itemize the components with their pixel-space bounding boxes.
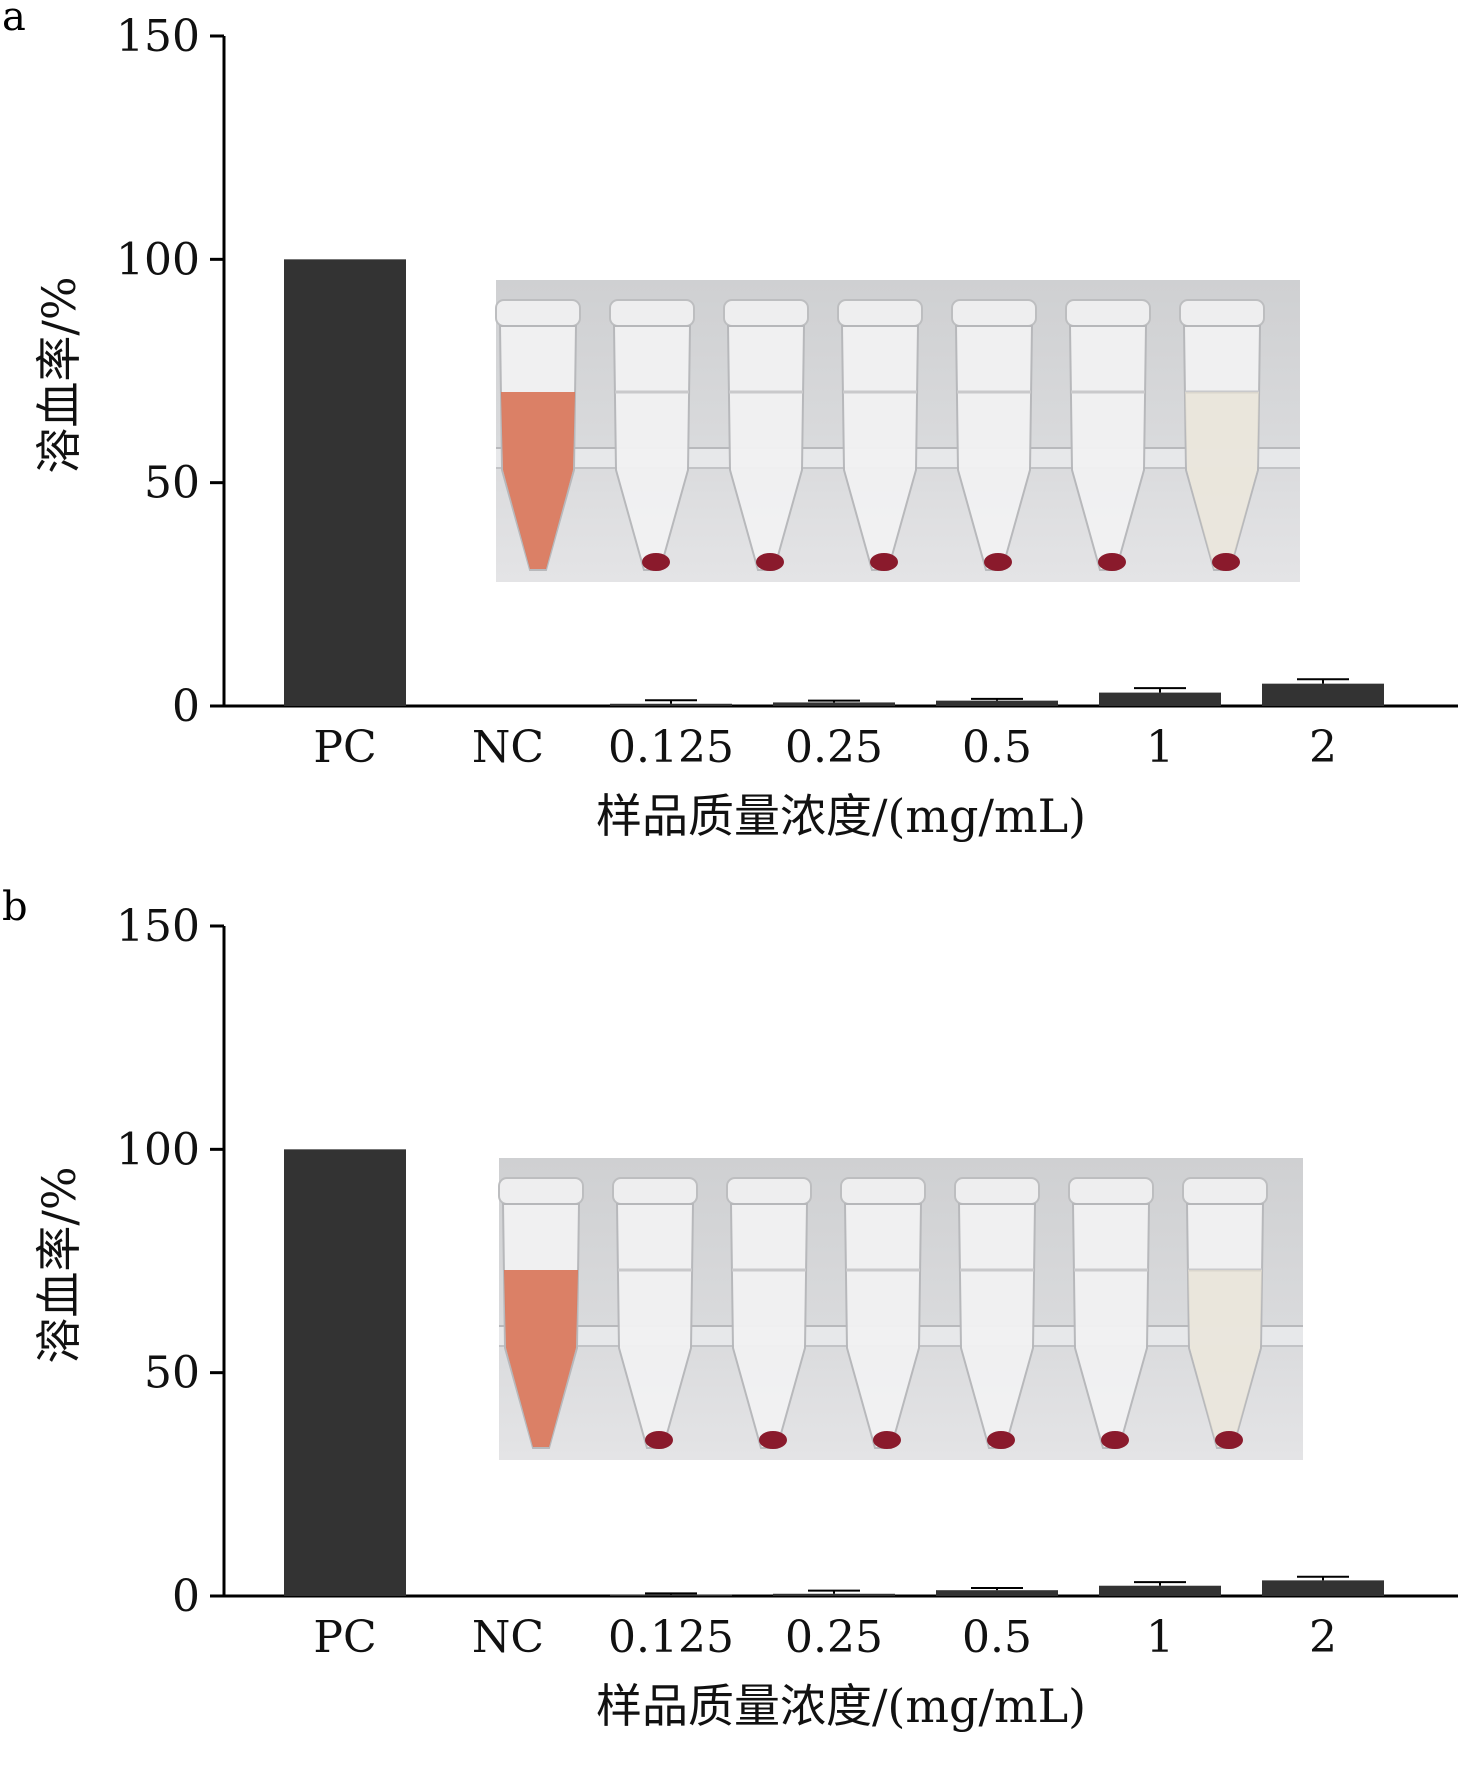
- bar-0.25: [773, 1593, 895, 1596]
- x-tick-label: 1: [1146, 722, 1174, 773]
- tube: [954, 1177, 1040, 1449]
- tube: [612, 1177, 698, 1449]
- error-bar-0.125: [645, 1592, 697, 1595]
- y-tick-label: 100: [116, 234, 200, 285]
- tube: [723, 299, 809, 571]
- x-tick-label: PC: [313, 1612, 376, 1663]
- tube: [498, 1177, 584, 1449]
- x-axis-title: 样品质量浓度/(mg/mL): [596, 789, 1086, 843]
- y-tick-label: 150: [116, 11, 200, 62]
- x-tick-label: 2: [1309, 722, 1337, 773]
- x-tick-label: 0.125: [608, 722, 734, 773]
- inset-photo: [498, 1158, 1303, 1460]
- bar-2: [1262, 683, 1384, 706]
- error-bar-2: [1297, 1575, 1349, 1581]
- tube: [951, 299, 1037, 571]
- y-tick-label: 0: [172, 681, 200, 732]
- y-tick-label: 150: [116, 901, 200, 952]
- bar-PC: [284, 1149, 406, 1596]
- x-tick-label: 0.5: [962, 722, 1032, 773]
- x-tick-label: 0.25: [785, 1612, 883, 1663]
- bar-1: [1099, 1585, 1221, 1596]
- tube: [840, 1177, 926, 1449]
- error-bar-0.25: [808, 1589, 860, 1594]
- bar-0.25: [773, 702, 895, 706]
- error-bar-0.5: [971, 697, 1023, 701]
- panel-label-b: b: [2, 884, 28, 930]
- bar-0.5: [936, 1590, 1058, 1596]
- error-bar-1: [1134, 1581, 1186, 1586]
- x-tick-label: NC: [472, 722, 544, 773]
- bar-PC: [284, 259, 406, 706]
- y-tick-label: 50: [144, 1348, 200, 1399]
- y-tick-label: 100: [116, 1124, 200, 1175]
- inset-photo: [495, 280, 1300, 582]
- error-bar-1: [1134, 687, 1186, 693]
- y-tick-label: 0: [172, 1571, 200, 1622]
- bar-1: [1099, 692, 1221, 706]
- x-tick-label: PC: [313, 722, 376, 773]
- error-bar-0.125: [645, 699, 697, 704]
- y-axis-title: 溶血率/%: [32, 1166, 86, 1363]
- y-tick-label: 50: [144, 458, 200, 509]
- tube: [726, 1177, 812, 1449]
- bar-chart-b: 0 50 100 150 PC NC 0.125 0.25 0.5 1 2 样品质量浓度/(mg/mL…: [32, 901, 1458, 1733]
- tube: [609, 299, 695, 571]
- tube: [1182, 1177, 1268, 1449]
- x-tick-label: NC: [472, 1612, 544, 1663]
- x-axis-title: 样品质量浓度/(mg/mL): [596, 1679, 1086, 1733]
- error-bar-0.25: [808, 699, 860, 703]
- chart-panel-b: b 0 50 100 150 PC NC 0.125 0.25 0.5 1 2 样品质量浓度/(mg/…: [0, 884, 1461, 1780]
- bar-0.5: [936, 700, 1058, 706]
- tube: [837, 299, 923, 571]
- tube: [1179, 299, 1265, 571]
- tube: [1068, 1177, 1154, 1449]
- bar-2: [1262, 1580, 1384, 1596]
- error-bar-2: [1297, 678, 1349, 684]
- tube: [495, 299, 581, 571]
- x-tick-label: 0.5: [962, 1612, 1032, 1663]
- x-tick-label: 0.25: [785, 722, 883, 773]
- bar-0.125: [610, 1594, 732, 1596]
- bar-chart-a: 0 50 100 150 PC NC 0.125 0.25 0.5 1 2 样品质量浓度/(mg/mL…: [32, 11, 1458, 843]
- chart-panel-a: a 0 50 100 150 PC NC 0.125 0.25 0.5 1 2 样品质量浓度/(mg/…: [2, 0, 1458, 843]
- error-bar-0.5: [971, 1586, 1023, 1591]
- bar-0.125: [610, 703, 732, 706]
- tube: [1065, 299, 1151, 571]
- x-tick-label: 1: [1146, 1612, 1174, 1663]
- x-tick-label: 2: [1309, 1612, 1337, 1663]
- x-tick-label: 0.125: [608, 1612, 734, 1663]
- panel-label-a: a: [2, 0, 26, 40]
- y-axis-title: 溶血率/%: [32, 276, 86, 473]
